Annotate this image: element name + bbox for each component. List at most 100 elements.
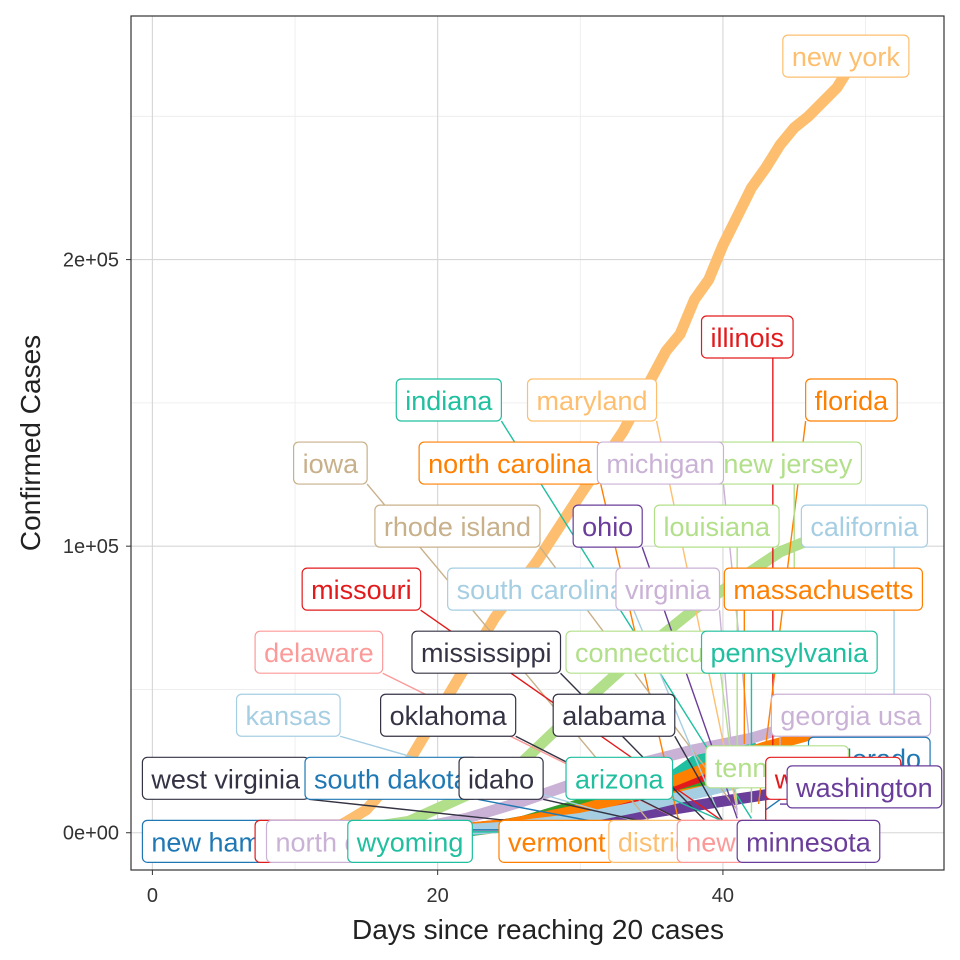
line-label-text: florida bbox=[815, 386, 890, 416]
line-label-box bbox=[805, 378, 898, 422]
line-label: minnesota bbox=[736, 819, 881, 863]
line-label-text: indiana bbox=[405, 386, 493, 416]
x-tick-label: 20 bbox=[427, 885, 449, 907]
line-label: missouri bbox=[301, 567, 422, 611]
line-label: new jersey bbox=[713, 441, 863, 485]
line-label: indiana bbox=[395, 378, 502, 422]
line-label-text: ohio bbox=[582, 512, 633, 542]
line-label-text: north carolina bbox=[428, 449, 593, 479]
line-label: delaware bbox=[254, 630, 384, 674]
line-label-text: louisiana bbox=[663, 512, 771, 542]
series-line bbox=[346, 534, 814, 836]
line-label-box bbox=[782, 34, 910, 78]
line-label-text: washington bbox=[795, 773, 933, 803]
line-label: south carolina bbox=[447, 567, 635, 611]
line-label-box bbox=[565, 756, 674, 800]
x-tick-label: 40 bbox=[712, 885, 734, 907]
line-label: vermont bbox=[498, 819, 616, 863]
line-label-text: new jersey bbox=[723, 449, 853, 479]
line-label-text: oklahoma bbox=[390, 701, 508, 731]
line-label-text: massachusetts bbox=[733, 575, 913, 605]
line-label: pennsylvania bbox=[700, 630, 878, 674]
line-label: washington bbox=[786, 765, 943, 809]
x-axis: 0 20 40 bbox=[147, 870, 734, 907]
y-tick-label: 1e+05 bbox=[63, 536, 119, 558]
x-tick-label: 0 bbox=[147, 885, 158, 907]
line-label-box bbox=[293, 441, 368, 485]
line-label-box bbox=[700, 630, 878, 674]
panel-border bbox=[130, 15, 945, 871]
line-label: oklahoma bbox=[380, 693, 517, 737]
line-label-box bbox=[347, 819, 473, 863]
x-axis-title: Days since reaching 20 cases bbox=[352, 914, 724, 945]
label-leader bbox=[655, 420, 738, 810]
line-label: west virginia bbox=[141, 756, 310, 800]
line-label-box bbox=[770, 693, 932, 737]
line-label-text: south carolina bbox=[457, 575, 626, 605]
line-labels: new york illinois indiana maryland florida io… bbox=[141, 34, 943, 863]
line-label-text: idaho bbox=[468, 764, 534, 794]
line-label-text: alabama bbox=[562, 701, 667, 731]
line-label-box bbox=[736, 819, 881, 863]
line-label: mississippi bbox=[411, 630, 562, 674]
line-label: alabama bbox=[552, 693, 676, 737]
line-label: florida bbox=[805, 378, 898, 422]
line-label-text: maryland bbox=[537, 386, 648, 416]
line-label-text: georgia usa bbox=[780, 701, 922, 731]
line-label-text: west virginia bbox=[150, 764, 301, 794]
line-label-text: kansas bbox=[246, 701, 332, 731]
line-label-box bbox=[411, 630, 562, 674]
line-label-box bbox=[653, 504, 780, 548]
line-label-text: california bbox=[810, 512, 919, 542]
line-label: new york bbox=[782, 34, 910, 78]
line-label-text: minnesota bbox=[746, 827, 872, 857]
line-label-box bbox=[615, 567, 721, 611]
line-label-text: south dakota bbox=[314, 764, 470, 794]
line-label-box bbox=[786, 765, 943, 809]
label-leader bbox=[674, 735, 724, 822]
line-label: california bbox=[800, 504, 929, 548]
line-label-box bbox=[723, 567, 924, 611]
line-label-box bbox=[374, 504, 541, 548]
line-label: ohio bbox=[572, 504, 643, 548]
label-leader bbox=[672, 798, 724, 822]
line-label-box bbox=[254, 630, 384, 674]
line-label: wyoming bbox=[347, 819, 473, 863]
line-label-text: wyoming bbox=[356, 827, 464, 857]
line-label-text: vermont bbox=[508, 827, 606, 857]
line-label-text: pennsylvania bbox=[711, 638, 870, 668]
label-leader bbox=[757, 420, 807, 805]
line-label-text: mississippi bbox=[421, 638, 552, 668]
line-label: massachusetts bbox=[723, 567, 924, 611]
line-label-text: new york bbox=[792, 42, 901, 72]
line-label-box bbox=[301, 567, 422, 611]
line-label-box bbox=[800, 504, 929, 548]
line-label-box bbox=[552, 693, 676, 737]
line-label-box bbox=[235, 693, 341, 737]
y-tick-label: 0e+00 bbox=[63, 823, 119, 845]
line-label: north carolina bbox=[418, 441, 602, 485]
line-label-text: michigan bbox=[606, 449, 714, 479]
line-label: kansas bbox=[235, 693, 341, 737]
line-label-text: virginia bbox=[625, 575, 712, 605]
line-label-box bbox=[596, 441, 725, 485]
line-label: virginia bbox=[615, 567, 721, 611]
line-label: michigan bbox=[596, 441, 725, 485]
line-label-text: iowa bbox=[303, 449, 360, 479]
line-label: rhode island bbox=[374, 504, 541, 548]
line-label-text: illinois bbox=[711, 323, 785, 353]
line-label-text: connecticut bbox=[575, 638, 712, 668]
line-label-box bbox=[526, 378, 658, 422]
line-label-text: rhode island bbox=[384, 512, 531, 542]
line-label: maryland bbox=[526, 378, 658, 422]
line-label-box bbox=[572, 504, 643, 548]
line-label-box bbox=[380, 693, 517, 737]
line-label: arizona bbox=[565, 756, 674, 800]
line-label-text: arizona bbox=[575, 764, 665, 794]
line-label: illinois bbox=[700, 315, 794, 359]
y-axis-title: Confirmed Cases bbox=[15, 335, 46, 551]
line-label: south dakota bbox=[304, 756, 479, 800]
line-label: louisiana bbox=[653, 504, 780, 548]
y-tick-label: 2e+05 bbox=[63, 250, 119, 272]
